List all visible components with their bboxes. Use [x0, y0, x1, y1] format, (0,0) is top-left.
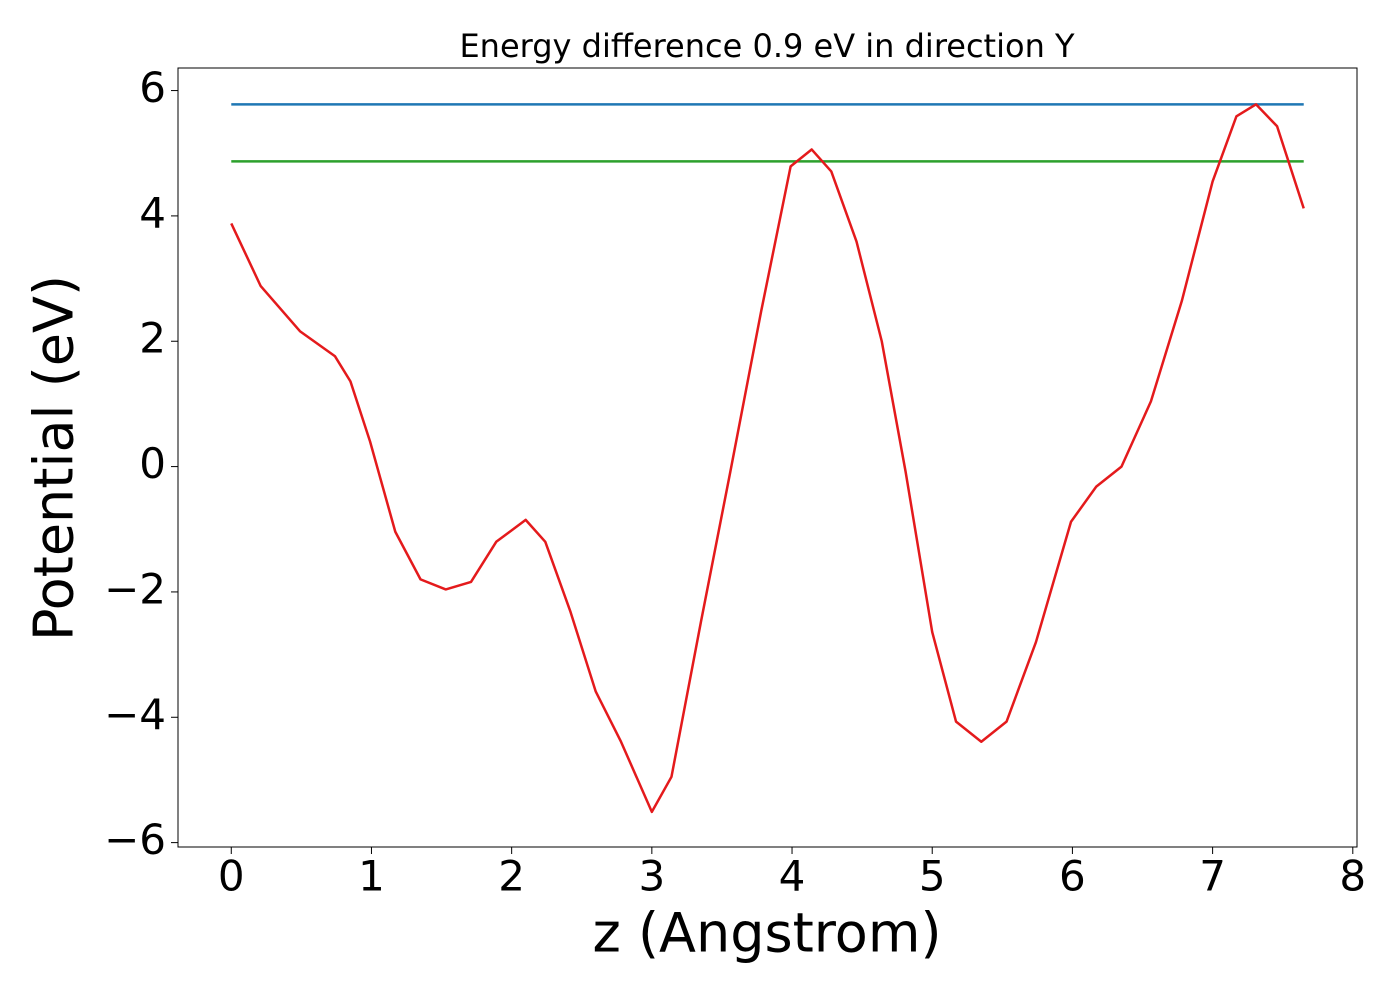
y-tick-label: 4	[139, 188, 166, 237]
x-tick-label: 4	[779, 852, 806, 901]
x-tick-label: 7	[1199, 852, 1226, 901]
y-tick-label: −4	[104, 690, 166, 739]
plot-frame	[177, 67, 1358, 848]
x-axis-label: z (Angstrom)	[592, 902, 941, 965]
x-tick-label: 1	[358, 852, 385, 901]
x-tick-label: 2	[498, 852, 525, 901]
series-line	[230, 103, 1305, 814]
y-tick-label: 0	[139, 439, 166, 488]
chart-title: Energy difference 0.9 eV in direction Y	[459, 27, 1075, 65]
x-tick-label: 6	[1059, 852, 1086, 901]
x-tick-label: 3	[638, 852, 665, 901]
x-tick-label: 5	[919, 852, 946, 901]
y-tick-label: 2	[139, 314, 166, 363]
x-tick-label: 0	[218, 852, 245, 901]
x-tick-label: 8	[1339, 852, 1366, 901]
y-tick-label: −6	[104, 815, 166, 864]
y-tick-label: 6	[139, 63, 166, 112]
y-axis-label: Potential (eV)	[23, 275, 86, 641]
y-tick-label: −2	[104, 564, 166, 613]
